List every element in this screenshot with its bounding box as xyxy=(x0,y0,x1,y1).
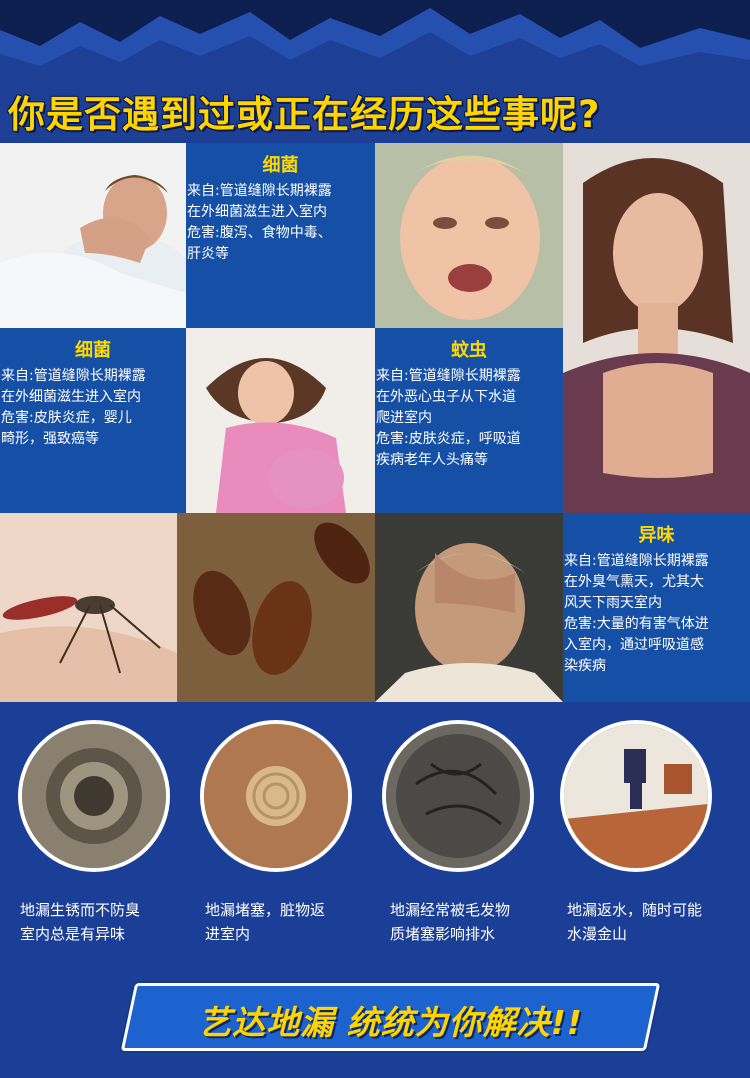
problem-caption-4: 地漏返水，随时可能 水漫金山 xyxy=(567,898,745,946)
card-line: 在外臭气熏天，尤其大 xyxy=(564,574,704,590)
caption-line: 地漏返水，随时可能 xyxy=(567,901,703,919)
photo-hair-drain xyxy=(382,720,534,872)
card-line: 爬进室内 xyxy=(376,410,432,426)
photo-crying-child xyxy=(375,143,563,328)
card-line: 畸形，强致癌等 xyxy=(1,431,99,447)
card-line: 在外细菌滋生进入室内 xyxy=(187,204,327,220)
photo-rusty-drain xyxy=(18,720,170,872)
card-line: 风天下雨天室内 xyxy=(564,595,662,611)
photo-elderly-man xyxy=(375,513,563,702)
problem-caption-3: 地漏经常被毛发物 质堵塞影响排水 xyxy=(390,898,560,946)
headline: 你是否遇到过或正在经历这些事呢? xyxy=(8,93,601,136)
caption-line: 进室内 xyxy=(205,925,251,943)
slogan-text: 艺达地漏 统统为你解决!! xyxy=(198,1003,583,1042)
card-line: 在外恶心虫子从下水道 xyxy=(376,389,516,405)
card-line: 危害:皮肤炎症，呼吸道 xyxy=(376,431,521,447)
photo-woman-breathing xyxy=(563,143,750,513)
card-title: 异味 xyxy=(638,525,675,546)
top-banner: 你是否遇到过或正在经历这些事呢? xyxy=(0,0,750,140)
photo-cockroaches xyxy=(177,513,375,702)
card-line: 危害:腹泻、食物中毒、 xyxy=(187,225,332,241)
card-line: 来自:管道缝隙长期裸露 xyxy=(564,553,709,569)
problem-caption-1: 地漏生锈而不防臭 室内总是有异味 xyxy=(20,898,190,946)
card-line: 入室内，通过呼吸道感 xyxy=(564,637,704,653)
caption-line: 地漏生锈而不防臭 xyxy=(20,901,141,919)
card-line: 疾病老年人头痛等 xyxy=(376,452,488,468)
mountain-decoration xyxy=(0,0,750,140)
caption-line: 地漏经常被毛发物 xyxy=(390,901,511,919)
photo-clogged-drain xyxy=(200,720,352,872)
card-title: 细菌 xyxy=(75,340,111,361)
caption-line: 地漏堵塞，脏物返 xyxy=(205,901,326,919)
photo-pregnant-woman xyxy=(186,328,375,513)
caption-line: 水漫金山 xyxy=(567,925,628,943)
info-card-odor: 异味 来自:管道缝隙长期裸露 在外臭气熏天，尤其大 风天下雨天室内 危害:大量的… xyxy=(563,513,750,702)
problem-grid: 细菌 来自:管道缝隙长期裸露 在外细菌滋生进入室内 危害:腹泻、食物中毒、 肝炎… xyxy=(0,143,750,702)
photo-flooded-floor xyxy=(560,720,712,872)
caption-line: 质堵塞影响排水 xyxy=(390,925,496,943)
card-line: 来自:管道缝隙长期裸露 xyxy=(376,368,521,384)
card-line: 染疾病 xyxy=(564,658,606,674)
card-title: 蚊虫 xyxy=(451,340,487,361)
photo-tired-man xyxy=(0,143,186,328)
card-line: 来自:管道缝隙长期裸露 xyxy=(187,183,332,199)
info-card-bacteria-1: 细菌 来自:管道缝隙长期裸露 在外细菌滋生进入室内 危害:腹泻、食物中毒、 肝炎… xyxy=(186,143,375,328)
caption-line: 室内总是有异味 xyxy=(20,925,126,943)
card-line: 在外细菌滋生进入室内 xyxy=(1,389,141,405)
card-line: 危害:大量的有害气体进 xyxy=(564,616,709,632)
card-title: 细菌 xyxy=(262,155,299,176)
info-card-insects: 蚊虫 来自:管道缝隙长期裸露 在外恶心虫子从下水道 爬进室内 危害:皮肤炎症，呼… xyxy=(375,328,563,513)
problem-caption-2: 地漏堵塞，脏物返 进室内 xyxy=(205,898,375,946)
card-line: 肝炎等 xyxy=(187,246,229,262)
photo-mosquito xyxy=(0,513,177,702)
info-card-bacteria-2: 细菌 来自:管道缝隙长期裸露 在外细菌滋生进入室内 危害:皮肤炎症，婴儿 畸形，… xyxy=(0,328,186,513)
card-line: 危害:皮肤炎症，婴儿 xyxy=(1,410,132,426)
card-line: 来自:管道缝隙长期裸露 xyxy=(1,368,146,384)
